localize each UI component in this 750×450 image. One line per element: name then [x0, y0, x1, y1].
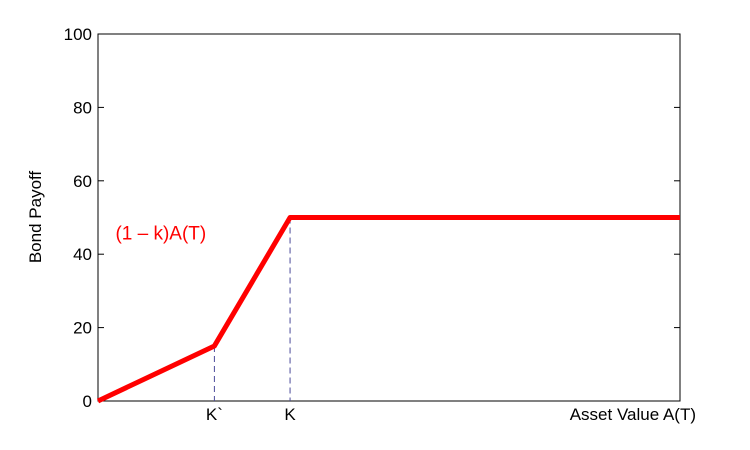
y-tick-label: 40	[73, 245, 92, 264]
x-marker-label: K	[284, 405, 296, 424]
x-axis-label: Asset Value A(T)	[570, 405, 696, 424]
y-tick-label: 20	[73, 319, 92, 338]
y-tick-label: 0	[83, 392, 92, 411]
curve-annotation: (1 – k)A(T)	[115, 224, 206, 245]
y-tick-label: 60	[73, 172, 92, 191]
x-marker-lines: K` K	[206, 217, 296, 424]
y-tick-label: 80	[73, 98, 92, 117]
payoff-series-line	[96, 215, 680, 404]
y-axis-label: Bond Payoff	[26, 171, 45, 264]
y-axis-ticks: 0 20 40 60 80 100	[64, 25, 680, 411]
y-tick-label: 100	[64, 25, 92, 44]
x-marker-label: K`	[206, 405, 223, 424]
